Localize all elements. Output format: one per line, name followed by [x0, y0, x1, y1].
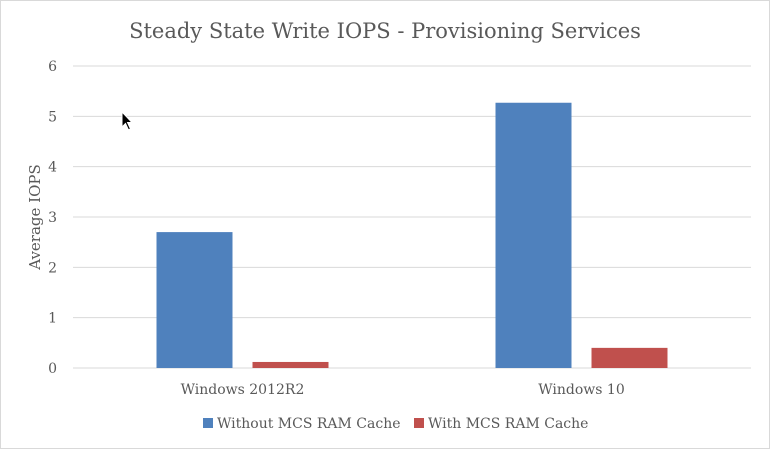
bar-with-mcs-ram-cache-1 — [591, 347, 668, 368]
bar-without-mcs-ram-cache-0 — [156, 232, 233, 368]
y-tick-label: 5 — [48, 109, 57, 125]
y-tick-label: 3 — [48, 210, 57, 226]
x-tick-label: Windows 10 — [538, 382, 624, 398]
y-axis-ticks: 0 1 2 3 4 5 6 — [48, 59, 57, 377]
y-tick-label: 4 — [48, 160, 57, 176]
bars — [156, 102, 668, 368]
y-tick-label: 1 — [48, 311, 57, 327]
y-axis-label: Average IOPS — [26, 164, 44, 271]
x-tick-label: Windows 2012R2 — [181, 382, 305, 398]
x-axis-ticks: Windows 2012R2 Windows 10 — [181, 382, 625, 398]
legend-swatch — [203, 418, 213, 428]
mouse-cursor-icon — [121, 110, 134, 131]
y-tick-label: 2 — [48, 260, 57, 276]
bar-without-mcs-ram-cache-1 — [495, 102, 572, 368]
bar-with-mcs-ram-cache-0 — [252, 361, 329, 368]
legend: Without MCS RAM Cache With MCS RAM Cache — [203, 416, 588, 432]
y-tick-label: 6 — [48, 59, 57, 75]
legend-label: Without MCS RAM Cache — [217, 416, 401, 432]
y-tick-label: 0 — [48, 361, 57, 377]
legend-swatch — [414, 418, 424, 428]
legend-label: With MCS RAM Cache — [428, 416, 588, 432]
chart-title: Steady State Write IOPS - Provisioning S… — [129, 19, 641, 43]
